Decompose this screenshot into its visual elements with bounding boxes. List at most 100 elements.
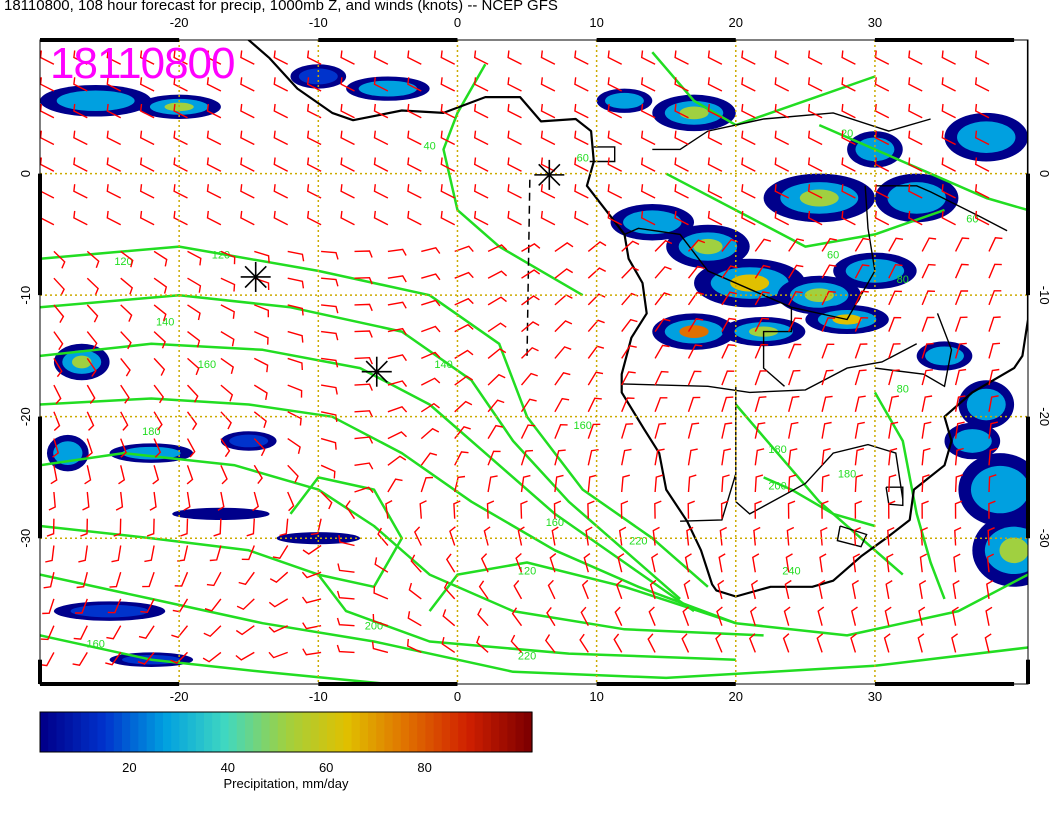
wind-barb bbox=[139, 130, 155, 146]
wind-barb bbox=[202, 651, 222, 663]
colorbar-swatch bbox=[392, 712, 402, 752]
colorbar-swatch bbox=[138, 712, 148, 752]
wind-barb bbox=[554, 268, 574, 279]
wind-barb bbox=[173, 157, 188, 172]
wind-barb bbox=[118, 465, 126, 485]
wind-barb bbox=[473, 77, 489, 92]
contour-label: 180 bbox=[768, 444, 786, 456]
wind-barb bbox=[320, 384, 338, 395]
contour-line bbox=[40, 524, 736, 661]
wind-barb bbox=[908, 77, 923, 92]
wind-barb bbox=[788, 290, 803, 306]
wind-barb bbox=[387, 405, 408, 413]
colorbar-swatch bbox=[40, 712, 49, 752]
wind-barb bbox=[306, 157, 322, 172]
wind-barb bbox=[674, 184, 689, 199]
colorbar-swatch bbox=[368, 712, 377, 752]
wind-barb bbox=[920, 526, 928, 546]
wind-barb bbox=[615, 579, 623, 600]
wind-barb bbox=[521, 346, 539, 359]
wind-barb bbox=[888, 290, 902, 306]
wind-barb bbox=[420, 427, 440, 440]
wind-barb bbox=[153, 384, 165, 404]
wind-barb bbox=[421, 351, 441, 360]
wind-barb bbox=[784, 579, 792, 600]
wind-barb bbox=[751, 579, 758, 600]
wind-barb bbox=[721, 474, 730, 493]
wind-barb bbox=[988, 395, 999, 412]
colorbar-swatch bbox=[376, 712, 385, 752]
wind-barb bbox=[373, 210, 389, 226]
wind-barb bbox=[340, 210, 355, 226]
wind-barb bbox=[821, 421, 832, 439]
wind-barb bbox=[974, 210, 990, 226]
wind-barb bbox=[507, 50, 522, 65]
wind-barb bbox=[173, 210, 188, 226]
wind-barb bbox=[53, 250, 66, 269]
wind-barb bbox=[109, 571, 122, 588]
wind-barb bbox=[454, 349, 474, 359]
contour-line bbox=[40, 342, 695, 613]
wind-barb bbox=[53, 358, 63, 378]
wind-barb bbox=[788, 317, 803, 332]
wind-barb bbox=[106, 130, 122, 146]
contour-label: 200 bbox=[365, 620, 383, 632]
lon-tick-label-top: 10 bbox=[589, 15, 603, 30]
colorbar-swatch bbox=[187, 712, 197, 752]
wind-barb bbox=[988, 342, 1001, 359]
wind-barb bbox=[753, 526, 761, 546]
wind-barb bbox=[517, 526, 525, 546]
wind-barb bbox=[483, 526, 491, 546]
wind-barb bbox=[884, 606, 892, 626]
wind-barb bbox=[42, 598, 55, 615]
wind-barb bbox=[748, 633, 756, 653]
lon-tick-label-bottom: 10 bbox=[589, 689, 603, 704]
wind-barb bbox=[654, 239, 673, 252]
wind-barb bbox=[73, 103, 88, 119]
wind-barb bbox=[407, 50, 422, 65]
wind-barb bbox=[941, 184, 956, 199]
wind-barb bbox=[687, 291, 704, 306]
wind-barb bbox=[340, 157, 355, 172]
wind-barb bbox=[387, 275, 407, 283]
colorbar-swatch bbox=[499, 712, 508, 752]
country-border bbox=[885, 486, 904, 507]
wind-barb bbox=[850, 633, 857, 653]
wind-barb bbox=[106, 210, 122, 226]
wind-barb bbox=[53, 384, 62, 405]
wind-barb bbox=[886, 553, 894, 573]
wind-barb bbox=[908, 130, 923, 146]
wind-barb bbox=[674, 130, 689, 146]
wind-barb bbox=[320, 491, 333, 510]
wind-barb bbox=[354, 330, 373, 338]
wind-barb bbox=[888, 263, 903, 279]
wind-barb bbox=[921, 369, 933, 386]
wind-barb bbox=[707, 184, 723, 199]
wind-barb bbox=[120, 277, 134, 295]
wind-barb bbox=[888, 237, 904, 252]
wind-barb bbox=[687, 239, 706, 252]
wind-barb bbox=[186, 384, 199, 403]
colorbar-tick-label: 80 bbox=[417, 760, 432, 775]
wind-barb bbox=[579, 633, 589, 653]
wind-barb bbox=[754, 474, 764, 493]
colorbar-swatch bbox=[507, 712, 517, 752]
wind-barb bbox=[887, 500, 896, 519]
star-marker bbox=[240, 261, 271, 292]
wind-barb bbox=[554, 474, 564, 493]
wind-barb bbox=[440, 130, 456, 146]
wind-barb bbox=[302, 622, 322, 630]
country-border bbox=[621, 343, 918, 394]
wind-barb bbox=[674, 50, 689, 65]
precip-area bbox=[952, 429, 992, 453]
wind-barb bbox=[507, 184, 522, 199]
wind-barb bbox=[807, 103, 823, 119]
wind-barb bbox=[486, 500, 495, 519]
wind-barb bbox=[986, 553, 995, 573]
wind-barb bbox=[952, 579, 960, 600]
wind-barb bbox=[607, 50, 623, 65]
wind-barb bbox=[420, 476, 434, 493]
wind-barb bbox=[473, 50, 489, 65]
wind-barb bbox=[721, 291, 737, 306]
